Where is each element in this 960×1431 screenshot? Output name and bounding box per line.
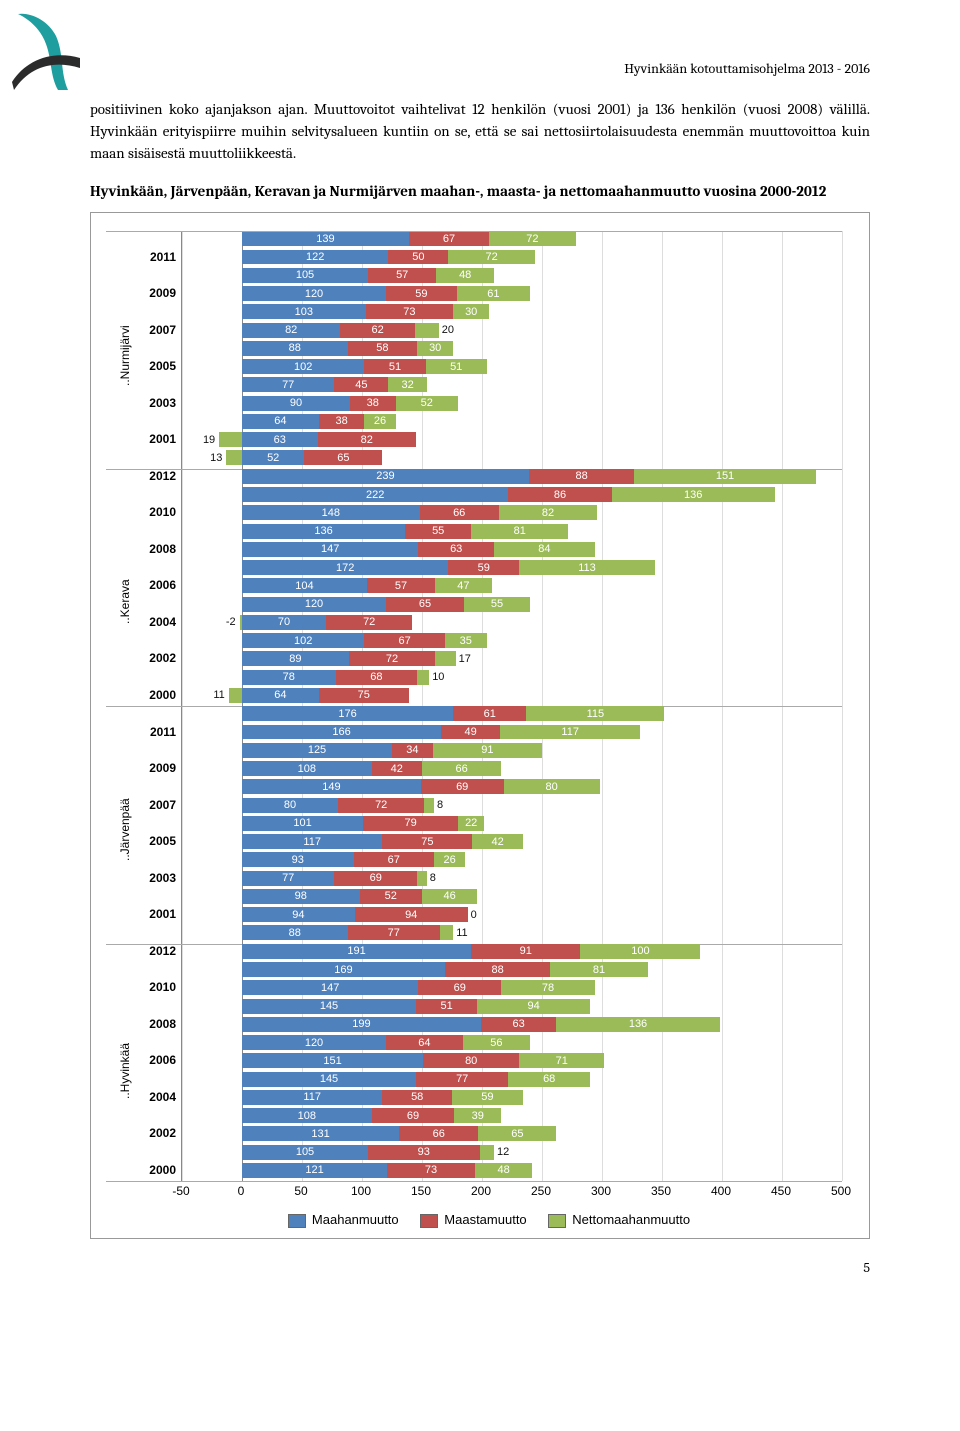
bar-row: 1206456 — [182, 1035, 842, 1050]
bar-row: 20061518071 — [182, 1053, 842, 1068]
bar-row: 2004-27072 — [182, 615, 842, 630]
group-label: ..Järvenpää — [118, 798, 132, 861]
bar-row: 643826 — [182, 414, 842, 429]
bar-row: 20001217348 — [182, 1163, 842, 1178]
bar-row: 887711 — [182, 925, 842, 940]
bar-row: 2003903852 — [182, 396, 842, 411]
bar-row: 200780728 — [182, 798, 842, 813]
chart-frame: 1396772 20111225072 1055748 20091205961 1037… — [90, 212, 870, 1239]
bar-row: 20081476384 — [182, 542, 842, 557]
bar-row: 786810 — [182, 670, 842, 685]
bar-row: 2001196382 — [182, 432, 842, 447]
bar-row: 200194940 — [182, 907, 842, 922]
bar-row: 20111225072 — [182, 250, 842, 265]
legend: Maahanmuutto Maastamuutto Nettomaahanmuu… — [105, 1212, 855, 1228]
group-label: ..Nurmijärvi — [118, 325, 132, 386]
bar-row: 20051177542 — [182, 834, 842, 849]
bar-row: 1365581 — [182, 524, 842, 539]
bar-row: 17259113 — [182, 560, 842, 575]
bar-row: 20101486682 — [182, 505, 842, 520]
legend-label-maasta: Maastamuutto — [444, 1212, 526, 1227]
bar-row: 20061045747 — [182, 578, 842, 593]
bar-row: 135265 — [182, 450, 842, 465]
bar-row: 20021316665 — [182, 1126, 842, 1141]
bar-row: 200377698 — [182, 871, 842, 886]
legend-swatch-netto — [548, 1214, 566, 1228]
migration-chart: 1396772 20111225072 1055748 20091205961 1037… — [105, 231, 855, 1228]
page-number: 5 — [90, 1259, 870, 1276]
bar-row: 774532 — [182, 377, 842, 392]
bar-row: 201219191100 — [182, 944, 842, 959]
bar-row: 20101476978 — [182, 980, 842, 995]
legend-swatch-maasta — [420, 1214, 438, 1228]
group-label: ..Kerava — [118, 579, 132, 624]
bar-row: 885830 — [182, 341, 842, 356]
bar-row: 1206555 — [182, 597, 842, 612]
bar-row: 1026735 — [182, 633, 842, 648]
bar-row: 1457768 — [182, 1072, 842, 1087]
bar-row: 20091205961 — [182, 286, 842, 301]
page-header: Hyvinkään kotouttamisohjelma 2013 - 2016 — [90, 60, 870, 77]
group-label: ..Hyvinkää — [118, 1042, 132, 1098]
bar-row: 200819963136 — [182, 1017, 842, 1032]
bar-row: 1496980 — [182, 779, 842, 794]
bar-row: 20051025151 — [182, 359, 842, 374]
legend-label-maahan: Maahanmuutto — [312, 1212, 399, 1227]
bar-row: 1253491 — [182, 743, 842, 758]
bar-row: 1059312 — [182, 1145, 842, 1160]
bar-row: 936726 — [182, 852, 842, 867]
bar-row: 1455194 — [182, 999, 842, 1014]
bar-row: 201223988151 — [182, 469, 842, 484]
intro-paragraph: positiivinen koko ajanjakson ajan. Muutt… — [90, 99, 870, 164]
legend-swatch-maahan — [288, 1214, 306, 1228]
bar-row: 20041175859 — [182, 1090, 842, 1105]
bar-row: 20091084266 — [182, 761, 842, 776]
bar-row: 22286136 — [182, 487, 842, 502]
bar-row: 985246 — [182, 889, 842, 904]
bar-row: 2007826220 — [182, 323, 842, 338]
bar-row: 2002897217 — [182, 651, 842, 666]
bar-row: 1086939 — [182, 1108, 842, 1123]
bar-row: 2000116475 — [182, 688, 842, 703]
bar-row: 1037330 — [182, 304, 842, 319]
bar-row: 17661115 — [182, 706, 842, 721]
bar-row: 1017922 — [182, 816, 842, 831]
bar-row: 1055748 — [182, 268, 842, 283]
legend-label-netto: Nettomaahanmuutto — [572, 1212, 690, 1227]
bar-row: 1396772 — [182, 231, 842, 246]
chart-title: Hyvinkään, Järvenpään, Keravan ja Nurmij… — [90, 182, 870, 200]
logo — [10, 10, 88, 100]
bar-row: 201116649117 — [182, 725, 842, 740]
bar-row: 1698881 — [182, 962, 842, 977]
